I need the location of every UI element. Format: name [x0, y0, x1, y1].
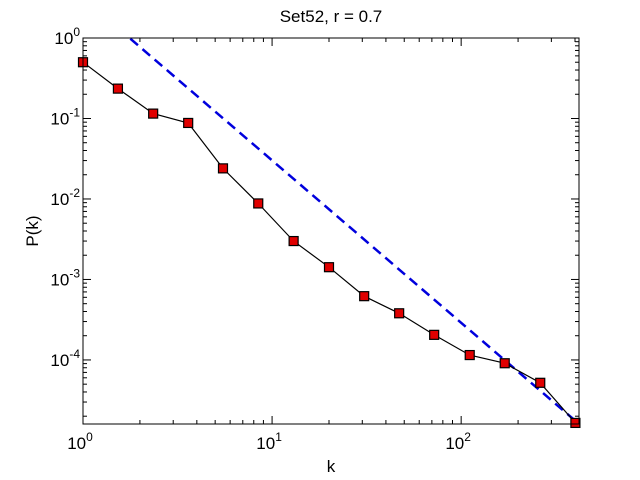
data-point-marker — [429, 329, 440, 340]
y-tick-label: 10-3 — [50, 266, 80, 289]
y-tick-label: 100 — [54, 25, 80, 48]
data-point-marker — [323, 262, 335, 273]
data-point-marker — [183, 117, 194, 129]
y-tick-label: 10-2 — [50, 186, 80, 209]
data-point-marker — [570, 417, 581, 429]
x-tick-label: 102 — [445, 430, 471, 453]
data-point-marker — [112, 83, 124, 94]
x-axis-label: k — [327, 457, 336, 476]
data-point-marker — [464, 349, 475, 361]
plot-frame — [82, 37, 580, 425]
data-point-marker — [499, 358, 510, 369]
x-tick-label: 100 — [67, 430, 93, 453]
y-tick-label: 10-1 — [50, 105, 80, 128]
plot-area — [83, 38, 579, 424]
y-tick-label: 10-4 — [50, 347, 80, 370]
data-point-marker — [359, 291, 370, 302]
tick-labels: 100 101 102 100 10-1 10-2 10-3 10-4 — [50, 25, 471, 453]
data-point-marker — [535, 377, 546, 388]
data-point-marker — [394, 308, 405, 319]
data-point-marker — [288, 235, 299, 247]
x-tick-label: 101 — [256, 430, 282, 453]
chart-title: Set52, r = 0.7 — [280, 7, 383, 26]
data-point-marker — [217, 163, 229, 174]
data-point-marker — [148, 108, 159, 119]
y-axis-label: P(k) — [23, 215, 42, 246]
data-point-marker — [253, 198, 264, 209]
series-dashed-line — [129, 37, 577, 422]
